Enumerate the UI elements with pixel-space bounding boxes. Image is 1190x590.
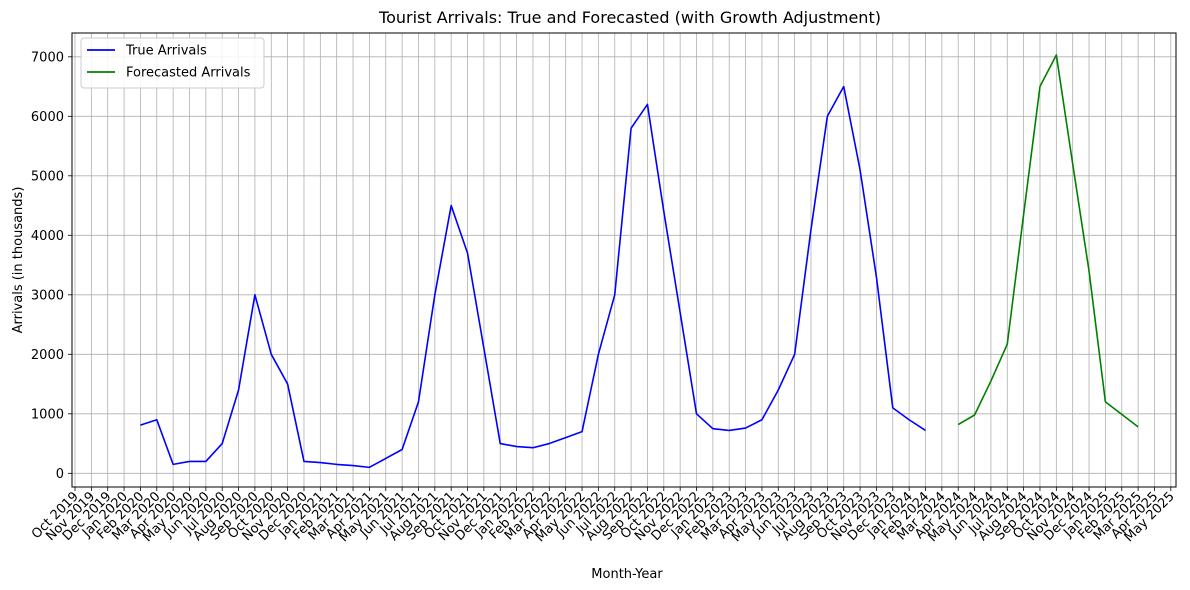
- y-tick-label: 2000: [31, 348, 64, 363]
- legend-label: Forecasted Arrivals: [126, 66, 251, 81]
- y-axis-title: Arrivals (in thousands): [11, 187, 26, 334]
- legend-label: True Arrivals: [125, 44, 207, 59]
- x-axis-title: Month-Year: [591, 567, 663, 582]
- plot-frame: [71, 32, 1177, 488]
- y-tick-label: 4000: [31, 229, 64, 244]
- series-line-forecasted-arrivals: [957, 54, 1139, 428]
- y-tick-label: 6000: [31, 110, 64, 125]
- legend: True Arrivals Forecasted Arrivals: [80, 37, 265, 89]
- y-tick-label: 0: [56, 467, 64, 482]
- y-tick-label: 7000: [31, 50, 64, 65]
- chart-title: Tourist Arrivals: True and Forecasted (w…: [378, 8, 881, 27]
- y-tick-label: 3000: [31, 288, 64, 303]
- series-lines: [140, 54, 1139, 469]
- y-tick-label: 5000: [31, 169, 64, 184]
- grid: [72, 33, 1176, 487]
- y-tick-label: 1000: [31, 407, 64, 422]
- series-line-true-arrivals: [140, 85, 926, 469]
- y-axis: 0 1000 2000 3000 4000 5000 6000 7000: [31, 50, 72, 482]
- legend-box: [80, 37, 265, 89]
